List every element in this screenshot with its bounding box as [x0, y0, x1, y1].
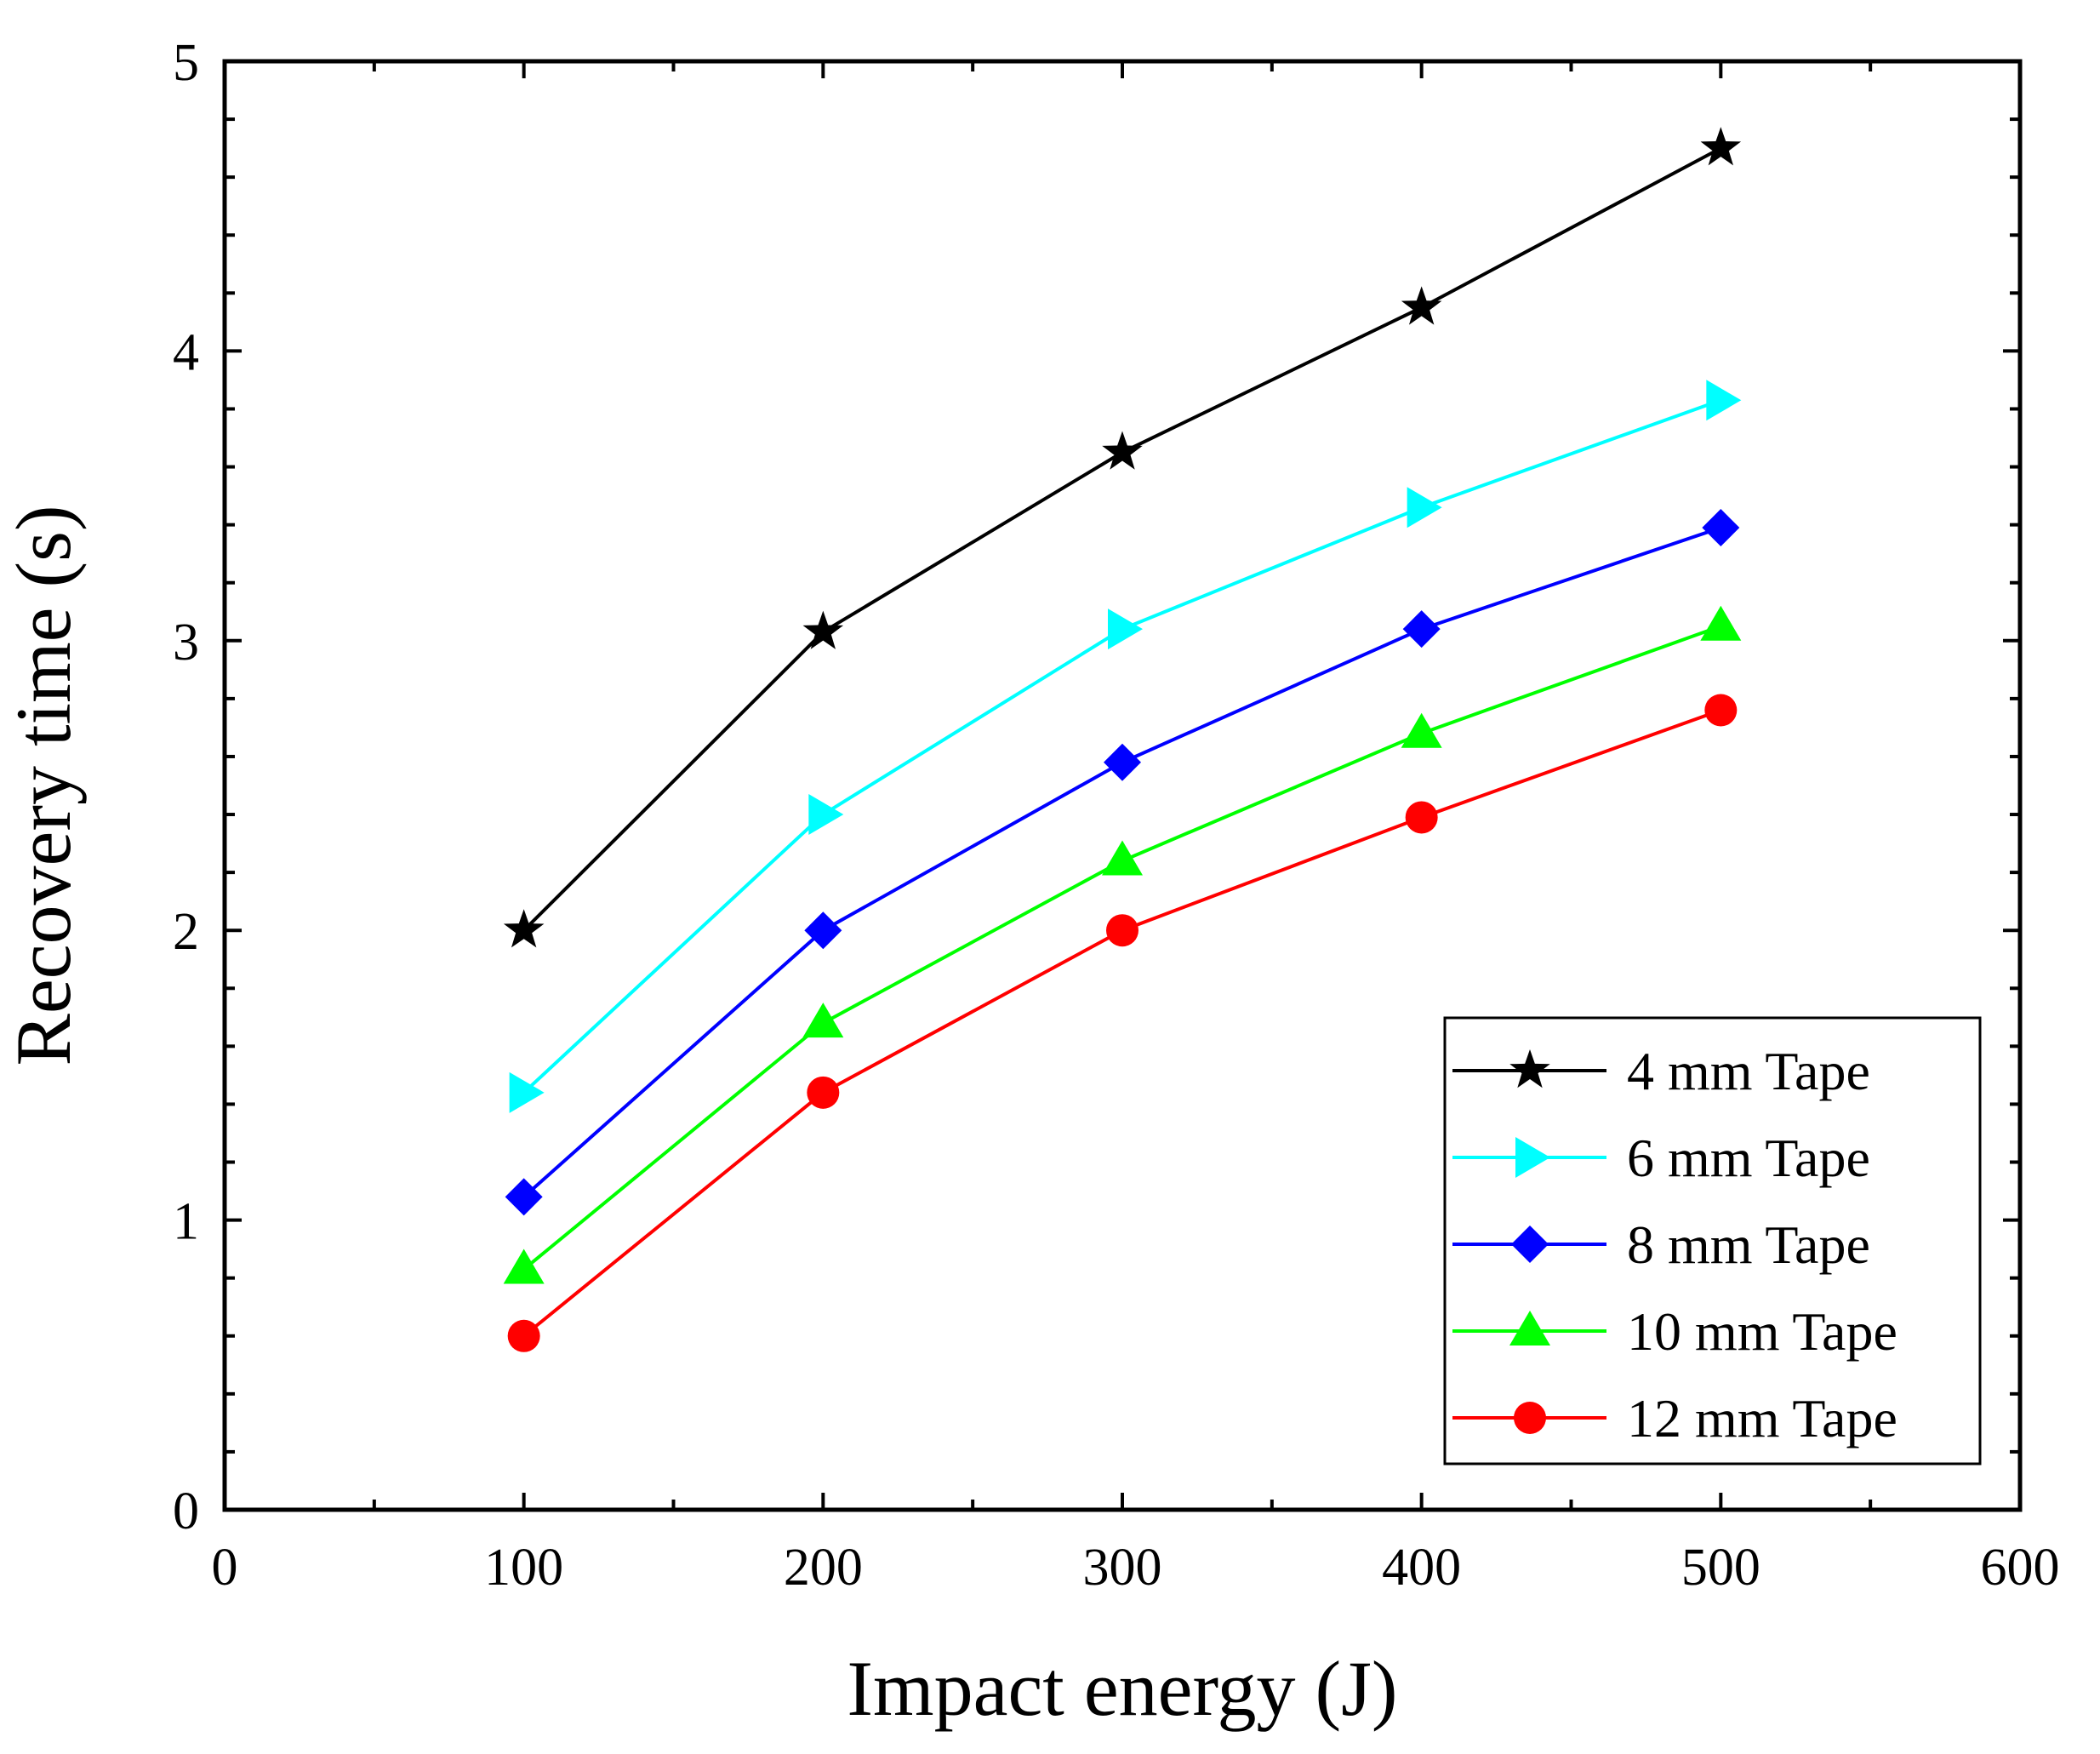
legend-label: 10 mm Tape — [1627, 1301, 1897, 1362]
data-point-marker — [1108, 608, 1143, 650]
series-12-mm-tape — [507, 694, 1738, 1352]
x-tick-label: 500 — [1681, 1539, 1760, 1597]
x-axis-title: Impact energy (J) — [847, 1645, 1397, 1732]
data-point-marker — [1700, 127, 1742, 166]
data-point-marker — [1700, 605, 1742, 641]
y-tick-label: 1 — [173, 1193, 199, 1251]
legend-swatch-marker — [1509, 1049, 1550, 1088]
x-tick-label: 400 — [1382, 1539, 1461, 1597]
series-layer — [503, 127, 1742, 1352]
labels-layer: 0 100 200 300 400 500 600 0 1 2 3 4 5 — [173, 34, 2060, 1597]
data-point-marker — [1402, 610, 1441, 648]
legend-item: 8 mm Tape — [1452, 1214, 1870, 1275]
legend-label: 12 mm Tape — [1627, 1388, 1897, 1448]
x-tick-label: 0 — [212, 1539, 238, 1597]
legend-swatch-marker — [1511, 1226, 1549, 1263]
data-point-marker — [1706, 380, 1742, 421]
data-point-marker — [802, 1003, 844, 1038]
series-10-mm-tape — [503, 605, 1742, 1284]
data-point-marker — [1405, 801, 1438, 834]
data-point-marker — [1102, 431, 1143, 470]
legend-label: 4 mm Tape — [1627, 1041, 1870, 1101]
data-point-marker — [1106, 914, 1138, 947]
data-point-marker — [802, 610, 844, 649]
legend-item: 6 mm Tape — [1452, 1128, 1870, 1188]
data-point-marker — [507, 1319, 540, 1352]
data-point-marker — [1704, 694, 1738, 727]
y-tick-label: 0 — [173, 1483, 199, 1540]
series-8-mm-tape — [505, 509, 1740, 1216]
data-point-marker — [1401, 712, 1442, 748]
series-4-mm-tape — [503, 127, 1742, 948]
legend: 4 mm Tape 6 mm Tape 8 mm Tape 10 mm Tape 12 … — [1443, 1016, 1982, 1465]
ticks-layer — [223, 60, 2022, 1511]
data-point-marker — [503, 1248, 545, 1284]
series-6-mm-tape — [509, 380, 1742, 1113]
x-tick-label: 600 — [1981, 1539, 2060, 1597]
legend-swatch-marker — [1514, 1402, 1546, 1434]
data-point-marker — [1407, 487, 1442, 528]
x-tick-label: 100 — [484, 1539, 563, 1597]
y-tick-label: 3 — [173, 614, 199, 671]
legend-items: 4 mm Tape 6 mm Tape 8 mm Tape 10 mm Tape 12 … — [1452, 1041, 1897, 1448]
x-tick-label: 300 — [1083, 1539, 1162, 1597]
series-line — [522, 146, 1722, 932]
data-point-marker — [1401, 286, 1442, 325]
data-point-marker — [1702, 509, 1740, 547]
legend-item: 4 mm Tape — [1452, 1041, 1870, 1101]
data-point-marker — [509, 1071, 545, 1113]
data-point-marker — [807, 1076, 840, 1109]
data-point-marker — [505, 1178, 543, 1216]
data-point-marker — [808, 794, 844, 836]
legend-label: 8 mm Tape — [1627, 1214, 1870, 1275]
data-point-marker — [1102, 840, 1143, 876]
data-point-marker — [503, 909, 545, 948]
y-tick-label: 2 — [173, 903, 199, 961]
data-point-marker — [804, 911, 842, 950]
legend-swatch-marker — [1509, 1311, 1550, 1345]
legend-label: 6 mm Tape — [1627, 1128, 1870, 1188]
y-axis-title: Recovery time (s) — [0, 505, 87, 1066]
legend-item: 12 mm Tape — [1452, 1388, 1897, 1448]
x-tick-label: 200 — [784, 1539, 863, 1597]
legend-swatch-marker — [1515, 1137, 1550, 1178]
legend-item: 10 mm Tape — [1452, 1301, 1897, 1362]
y-tick-label: 4 — [173, 323, 199, 381]
y-tick-label: 5 — [173, 34, 199, 92]
data-point-marker — [1104, 743, 1141, 781]
